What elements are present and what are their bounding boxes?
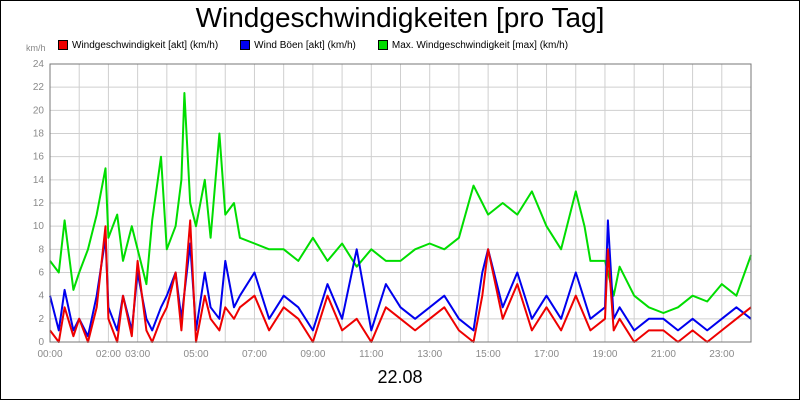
y-tick-label: 18 bbox=[33, 129, 45, 140]
x-tick-label: 19:00 bbox=[592, 349, 617, 360]
x-tick-label: 09:00 bbox=[300, 349, 325, 360]
y-axis-unit-label: km/h bbox=[26, 43, 46, 53]
x-tick-label: 21:00 bbox=[651, 349, 676, 360]
x-tick-label: 15:00 bbox=[476, 349, 501, 360]
plot-border bbox=[49, 63, 752, 343]
legend-swatch-speed bbox=[58, 40, 68, 50]
x-tick-label: 17:00 bbox=[534, 349, 559, 360]
legend-label-gusts: Wind Böen [akt] (km/h) bbox=[254, 39, 356, 51]
y-tick-label: 10 bbox=[33, 221, 45, 232]
y-tick-label: 20 bbox=[33, 105, 45, 116]
legend-label-max: Max. Windgeschwindigkeit [max] (km/h) bbox=[391, 39, 569, 51]
x-tick-label: 00:00 bbox=[37, 349, 62, 360]
legend-item-gusts: Wind Böen [akt] (km/h) bbox=[240, 40, 356, 51]
chart-legend: Windgeschwindigkeit [akt] (km/h) Wind Bö… bbox=[58, 38, 590, 52]
legend-item-speed: Windgeschwindigkeit [akt] (km/h) bbox=[58, 40, 218, 51]
x-axis-date-label: 22.08 bbox=[377, 367, 423, 387]
series-line-speed bbox=[49, 219, 752, 343]
legend-swatch-max bbox=[377, 40, 388, 50]
chart-title: Windgeschwindigkeiten [pro Tag] bbox=[195, 2, 605, 33]
y-tick-label: 14 bbox=[33, 175, 45, 186]
y-tick-label: 16 bbox=[33, 152, 45, 163]
y-tick-label: 4 bbox=[38, 291, 44, 302]
x-tick-label: 11:00 bbox=[359, 349, 384, 360]
x-tick-label: 03:00 bbox=[125, 349, 150, 360]
y-tick-label: 2 bbox=[38, 314, 44, 325]
legend-swatch-gusts bbox=[240, 40, 251, 50]
x-tick-label: 07:00 bbox=[242, 349, 267, 360]
y-tick-label: 24 bbox=[33, 59, 45, 70]
x-tick-label: 13:00 bbox=[417, 349, 442, 360]
y-tick-label: 22 bbox=[33, 82, 45, 93]
legend-item-max: Max. Windgeschwindigkeit [max] (km/h) bbox=[377, 39, 569, 51]
x-tick-label: 02:00 bbox=[96, 349, 121, 360]
y-tick-label: 0 bbox=[38, 337, 44, 348]
y-tick-label: 8 bbox=[38, 244, 44, 255]
x-tick-label: 23:00 bbox=[709, 349, 734, 360]
x-tick-label: 05:00 bbox=[184, 349, 209, 360]
y-tick-label: 6 bbox=[38, 268, 44, 279]
legend-label-speed: Windgeschwindigkeit [akt] (km/h) bbox=[72, 39, 219, 51]
y-tick-label: 12 bbox=[33, 198, 45, 209]
